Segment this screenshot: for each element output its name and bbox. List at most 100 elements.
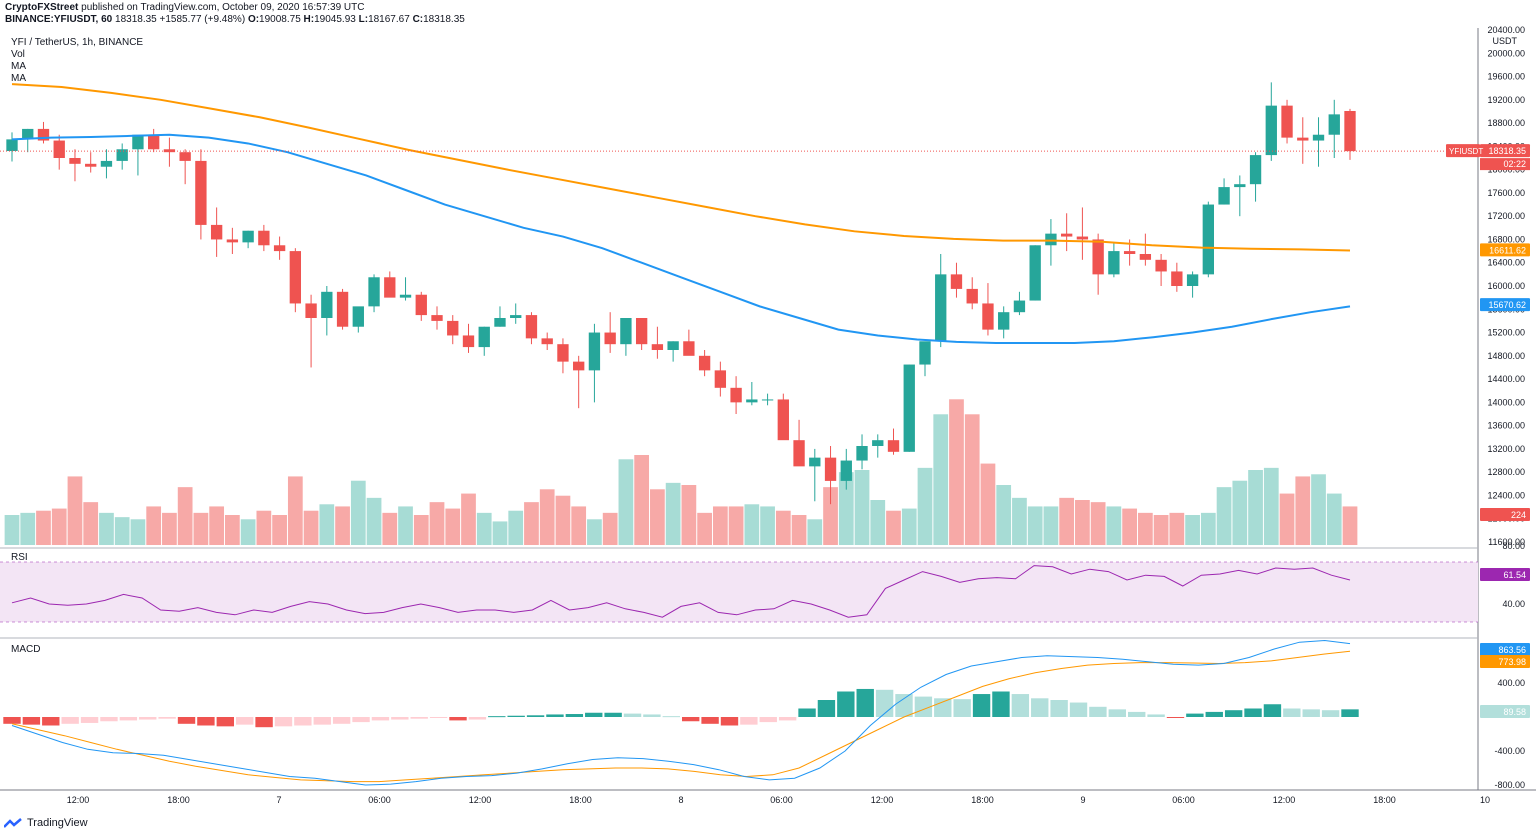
time-tick-label: 12:00 (469, 795, 492, 805)
macd-histogram-bar (352, 717, 370, 723)
price-tick-label: 19600.00 (1487, 72, 1525, 82)
candle-body (1186, 274, 1199, 286)
volume-bar (1248, 470, 1263, 545)
tradingview-logo-icon[interactable] (3, 817, 22, 829)
legend-ma-slow[interactable]: MA (11, 73, 26, 84)
volume-bar (823, 487, 838, 545)
low-label: L: (358, 14, 369, 25)
macd-signal-badge-bg (1480, 655, 1530, 668)
legend-ma-fast[interactable]: MA (11, 61, 26, 72)
ma-fast-badge-bg (1480, 298, 1530, 312)
candle-body (289, 251, 302, 304)
macd-histogram-bar (1186, 713, 1204, 717)
macd-line-badge: 863.56 (1498, 645, 1526, 655)
volume-bar (681, 485, 697, 545)
volume-bar (67, 476, 83, 545)
macd-histogram-bar (895, 694, 913, 717)
volume-bar (492, 521, 508, 545)
candle-body (982, 303, 994, 330)
macd-histogram-bar (158, 717, 176, 719)
macd-histogram-bar (488, 716, 506, 718)
candle-body (336, 291, 349, 327)
volume-bar (886, 510, 901, 545)
volume-bar (996, 485, 1012, 545)
candle-body (132, 134, 144, 150)
candle-body (1218, 187, 1230, 205)
volume-bar (618, 459, 634, 545)
publisher-name[interactable]: CryptoFXStreet (5, 2, 79, 13)
macd-hist-badge-bg (1480, 705, 1530, 718)
volume-bar (791, 515, 807, 545)
macd-histogram-bar (914, 696, 933, 717)
candle-body (1328, 114, 1340, 135)
time-tick-label: 7 (276, 795, 281, 805)
candle-body (163, 149, 176, 153)
candle-body (746, 399, 758, 403)
chart-title: YFI / TetherUS, 1h, BINANCE (11, 37, 144, 48)
volume-bar (744, 504, 760, 545)
volume-bar (634, 455, 650, 545)
candle-body (494, 318, 506, 327)
volume-bar (712, 506, 728, 545)
candle-body (998, 312, 1010, 330)
volume-bar (1295, 476, 1311, 545)
macd-histogram-bar (42, 717, 60, 726)
macd-histogram-bar (177, 717, 196, 724)
macd-histogram-bar (274, 717, 293, 727)
volume-bar (146, 506, 162, 545)
volume-bar (555, 495, 571, 545)
candle-body (321, 291, 333, 318)
candle-body (793, 440, 805, 467)
macd-tick-label: 400.00 (1497, 678, 1525, 688)
price-tick-label: 20400.00 (1487, 25, 1525, 35)
last-price-badge-bg (1480, 144, 1530, 158)
macd-histogram-bar (255, 717, 273, 728)
low-value: 18167.67 (368, 14, 410, 25)
candle-body (557, 344, 569, 362)
candle-body (1060, 233, 1073, 237)
macd-histogram-bar (1224, 710, 1243, 717)
time-tick-label: 8 (678, 795, 683, 805)
candle-body (415, 294, 427, 316)
volume-bar (1279, 493, 1295, 545)
macd-histogram-bar (1031, 698, 1049, 717)
volume-bar (980, 463, 996, 545)
macd-histogram-bar (740, 717, 758, 725)
price-tick-label: 13200.00 (1487, 444, 1525, 454)
candle-body (604, 332, 616, 345)
macd-histogram-bar (3, 717, 21, 724)
macd-label[interactable]: MACD (11, 644, 41, 655)
candle-body (620, 318, 632, 345)
volume-bar (1185, 515, 1200, 545)
candle-body (698, 355, 711, 371)
candle-body (887, 440, 900, 452)
open-label: O: (247, 14, 260, 25)
candle-body (1123, 251, 1136, 254)
legend-vol[interactable]: Vol (11, 49, 25, 60)
macd-histogram-bar (429, 717, 448, 718)
macd-histogram-bar (1147, 714, 1165, 717)
candle-body (384, 277, 396, 298)
macd-histogram-bar (1263, 704, 1282, 717)
candle-body (1092, 239, 1104, 275)
candle-body (478, 326, 490, 348)
rsi-badge: 61.54 (1503, 570, 1526, 580)
volume-bar (838, 472, 854, 545)
macd-histogram-bar (1050, 700, 1068, 717)
last-price-badge-symbol-bg (1446, 144, 1480, 158)
rsi-label[interactable]: RSI (11, 552, 28, 563)
time-tick-label: 12:00 (871, 795, 894, 805)
footer: TradingView (3, 817, 88, 829)
candle-body (761, 399, 774, 401)
volume-bar (901, 508, 917, 545)
macd-histogram-bar (585, 712, 603, 717)
volume-bar (602, 512, 618, 545)
price-tick-label: 14000.00 (1487, 397, 1525, 407)
time-tick-label: 18:00 (1373, 795, 1396, 805)
tradingview-brand[interactable]: TradingView (27, 817, 88, 829)
volume-bar (1090, 502, 1106, 545)
macd-histogram-bar (410, 717, 428, 719)
macd-tick-label: -800.00 (1494, 780, 1525, 790)
volume-bar (1153, 515, 1169, 545)
